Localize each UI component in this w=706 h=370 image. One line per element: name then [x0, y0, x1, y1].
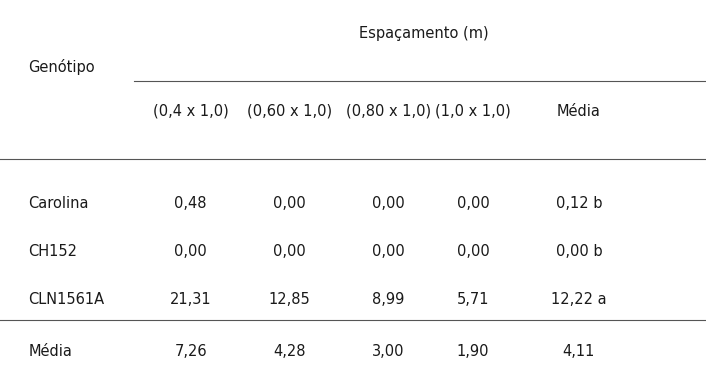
- Text: Carolina: Carolina: [28, 196, 89, 211]
- Text: 0,00: 0,00: [457, 244, 489, 259]
- Text: 0,00: 0,00: [174, 244, 207, 259]
- Text: 0,00 b: 0,00 b: [556, 244, 602, 259]
- Text: 12,85: 12,85: [268, 292, 311, 307]
- Text: (0,4 x 1,0): (0,4 x 1,0): [152, 104, 229, 118]
- Text: 4,28: 4,28: [273, 344, 306, 359]
- Text: (1,0 x 1,0): (1,0 x 1,0): [435, 104, 511, 118]
- Text: Média: Média: [557, 104, 601, 118]
- Text: 0,00: 0,00: [273, 196, 306, 211]
- Text: 3,00: 3,00: [372, 344, 405, 359]
- Text: 0,00: 0,00: [457, 196, 489, 211]
- Text: Espaçamento (m): Espaçamento (m): [359, 26, 489, 41]
- Text: 5,71: 5,71: [457, 292, 489, 307]
- Text: CH152: CH152: [28, 244, 77, 259]
- Text: 12,22 a: 12,22 a: [551, 292, 606, 307]
- Text: (0,60 x 1,0): (0,60 x 1,0): [247, 104, 332, 118]
- Text: 0,00: 0,00: [372, 196, 405, 211]
- Text: 8,99: 8,99: [372, 292, 405, 307]
- Text: 0,48: 0,48: [174, 196, 207, 211]
- Text: (0,80 x 1,0): (0,80 x 1,0): [346, 104, 431, 118]
- Text: 7,26: 7,26: [174, 344, 207, 359]
- Text: Genótipo: Genótipo: [28, 58, 95, 75]
- Text: CLN1561A: CLN1561A: [28, 292, 104, 307]
- Text: 1,90: 1,90: [457, 344, 489, 359]
- Text: 4,11: 4,11: [563, 344, 595, 359]
- Text: 21,31: 21,31: [170, 292, 211, 307]
- Text: Média: Média: [28, 344, 72, 359]
- Text: 0,00: 0,00: [372, 244, 405, 259]
- Text: 0,12 b: 0,12 b: [556, 196, 602, 211]
- Text: 0,00: 0,00: [273, 244, 306, 259]
